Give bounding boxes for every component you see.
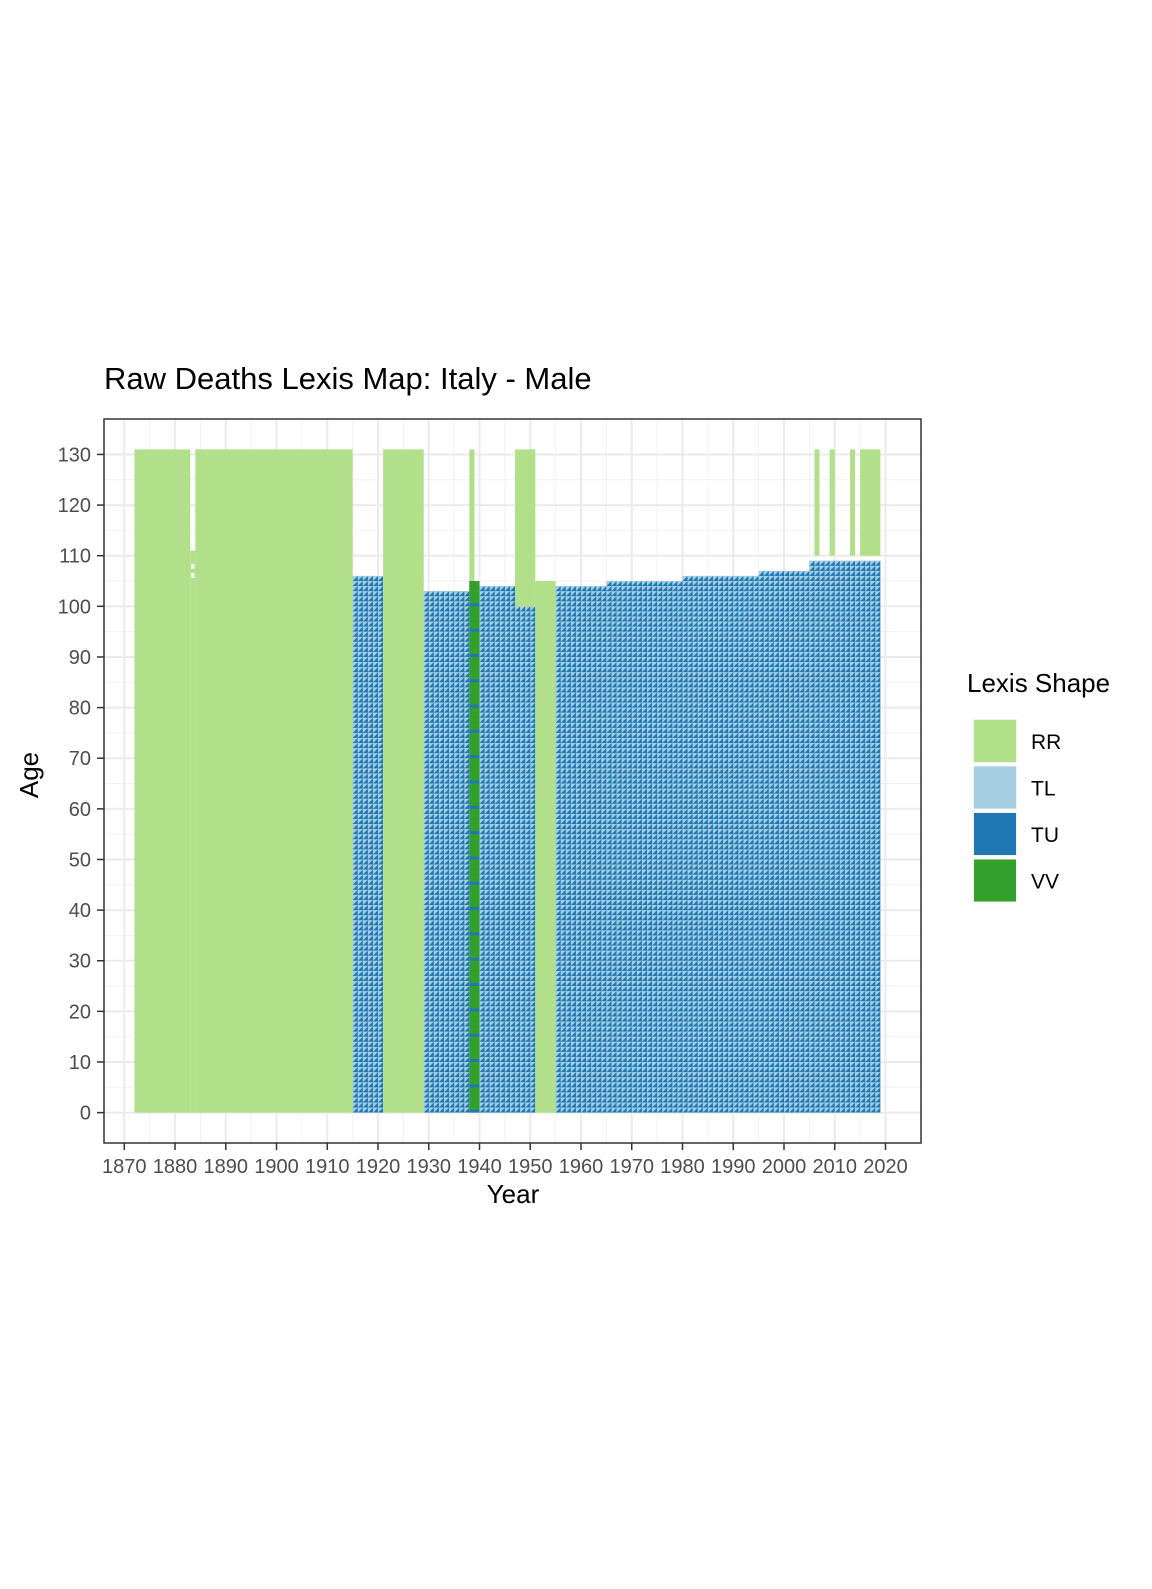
triangle-block (423, 591, 470, 1113)
rr-block (515, 449, 536, 607)
legend-key-vv (974, 859, 1016, 902)
rr-block (829, 449, 835, 556)
legend-key-rr (974, 720, 1016, 762)
legend-label-vv: VV (1031, 871, 1059, 894)
rr-block (535, 581, 556, 1113)
x-tick-label: 1870 (102, 1156, 147, 1178)
data-marks (134, 449, 881, 1113)
y-tick-label: 10 (69, 1052, 91, 1074)
legend-label-tu: TU (1031, 824, 1059, 847)
chart-title: Raw Deaths Lexis Map: Italy - Male (104, 361, 592, 396)
x-tick-label: 1980 (660, 1156, 705, 1178)
y-tick-label: 70 (69, 748, 91, 770)
y-tick-label: 120 (58, 495, 91, 517)
x-tick-label: 1940 (457, 1156, 502, 1178)
rr-gap (191, 563, 195, 569)
triangle-block (515, 606, 536, 1113)
plot-panel: 1870 1880 1890 1900 1910 1920 1930 1940 1950 1960… (58, 418, 922, 1178)
rr-block (849, 449, 856, 556)
triangle-block (682, 575, 759, 1113)
y-axis-title: Age (14, 752, 44, 798)
y-tick-label: 50 (69, 849, 91, 871)
legend-title: Lexis Shape (967, 668, 1110, 698)
x-tick-label: 1910 (305, 1156, 350, 1178)
y-tick-label: 40 (69, 900, 91, 922)
y-tick-label: 60 (69, 799, 91, 821)
y-tick-label: 110 (59, 546, 91, 568)
y-tick-label: 130 (58, 444, 91, 466)
x-tick-label: 2000 (762, 1156, 807, 1178)
y-tick-label: 100 (58, 596, 91, 618)
x-tick-label: 2010 (812, 1156, 857, 1178)
y-tick-label: 80 (69, 698, 91, 720)
legend-key-tu (974, 813, 1016, 855)
x-tick-label: 1880 (153, 1156, 198, 1178)
rr-gap (191, 572, 195, 578)
x-axis: 1870 1880 1890 1900 1910 1920 1930 1940 1950 1960… (102, 1143, 908, 1178)
x-axis-title: Year (487, 1179, 540, 1209)
rr-block (469, 449, 475, 582)
rr-block (814, 449, 820, 556)
x-tick-label: 1890 (204, 1156, 249, 1178)
x-tick-label: 1960 (559, 1156, 604, 1178)
legend-label-tl: TL (1031, 778, 1056, 801)
x-tick-label: 1970 (610, 1156, 655, 1178)
rr-block (134, 449, 191, 1113)
rr-block (190, 550, 196, 1113)
triangle-block (479, 586, 516, 1113)
x-tick-label: 1950 (508, 1156, 553, 1178)
x-tick-label: 1930 (407, 1156, 452, 1178)
y-tick-label: 30 (69, 951, 91, 973)
panel-border (103, 418, 922, 1144)
triangle-block (352, 575, 384, 1113)
y-tick-label: 20 (69, 1001, 91, 1023)
triangle-block (555, 586, 607, 1113)
rr-block (860, 449, 881, 556)
y-tick-label: 90 (69, 647, 91, 669)
x-tick-label: 1900 (254, 1156, 299, 1178)
triangle-block (606, 581, 683, 1113)
x-tick-label: 1990 (711, 1156, 756, 1178)
triangle-block (758, 570, 810, 1113)
x-tick-label: 1920 (356, 1156, 401, 1178)
rr-block (195, 449, 353, 1113)
legend: Lexis Shape RR TL TU VV (967, 668, 1110, 903)
y-tick-label: 0 (80, 1103, 91, 1125)
legend-label-rr: RR (1031, 731, 1061, 754)
vv-block (469, 581, 480, 1113)
y-axis: 0 10 20 30 40 50 60 70 80 90 100 110 120 130 (58, 444, 104, 1125)
legend-key-tl (974, 766, 1016, 809)
triangle-block (809, 560, 881, 1113)
rr-block (383, 449, 424, 1113)
x-tick-label: 2020 (863, 1156, 908, 1178)
